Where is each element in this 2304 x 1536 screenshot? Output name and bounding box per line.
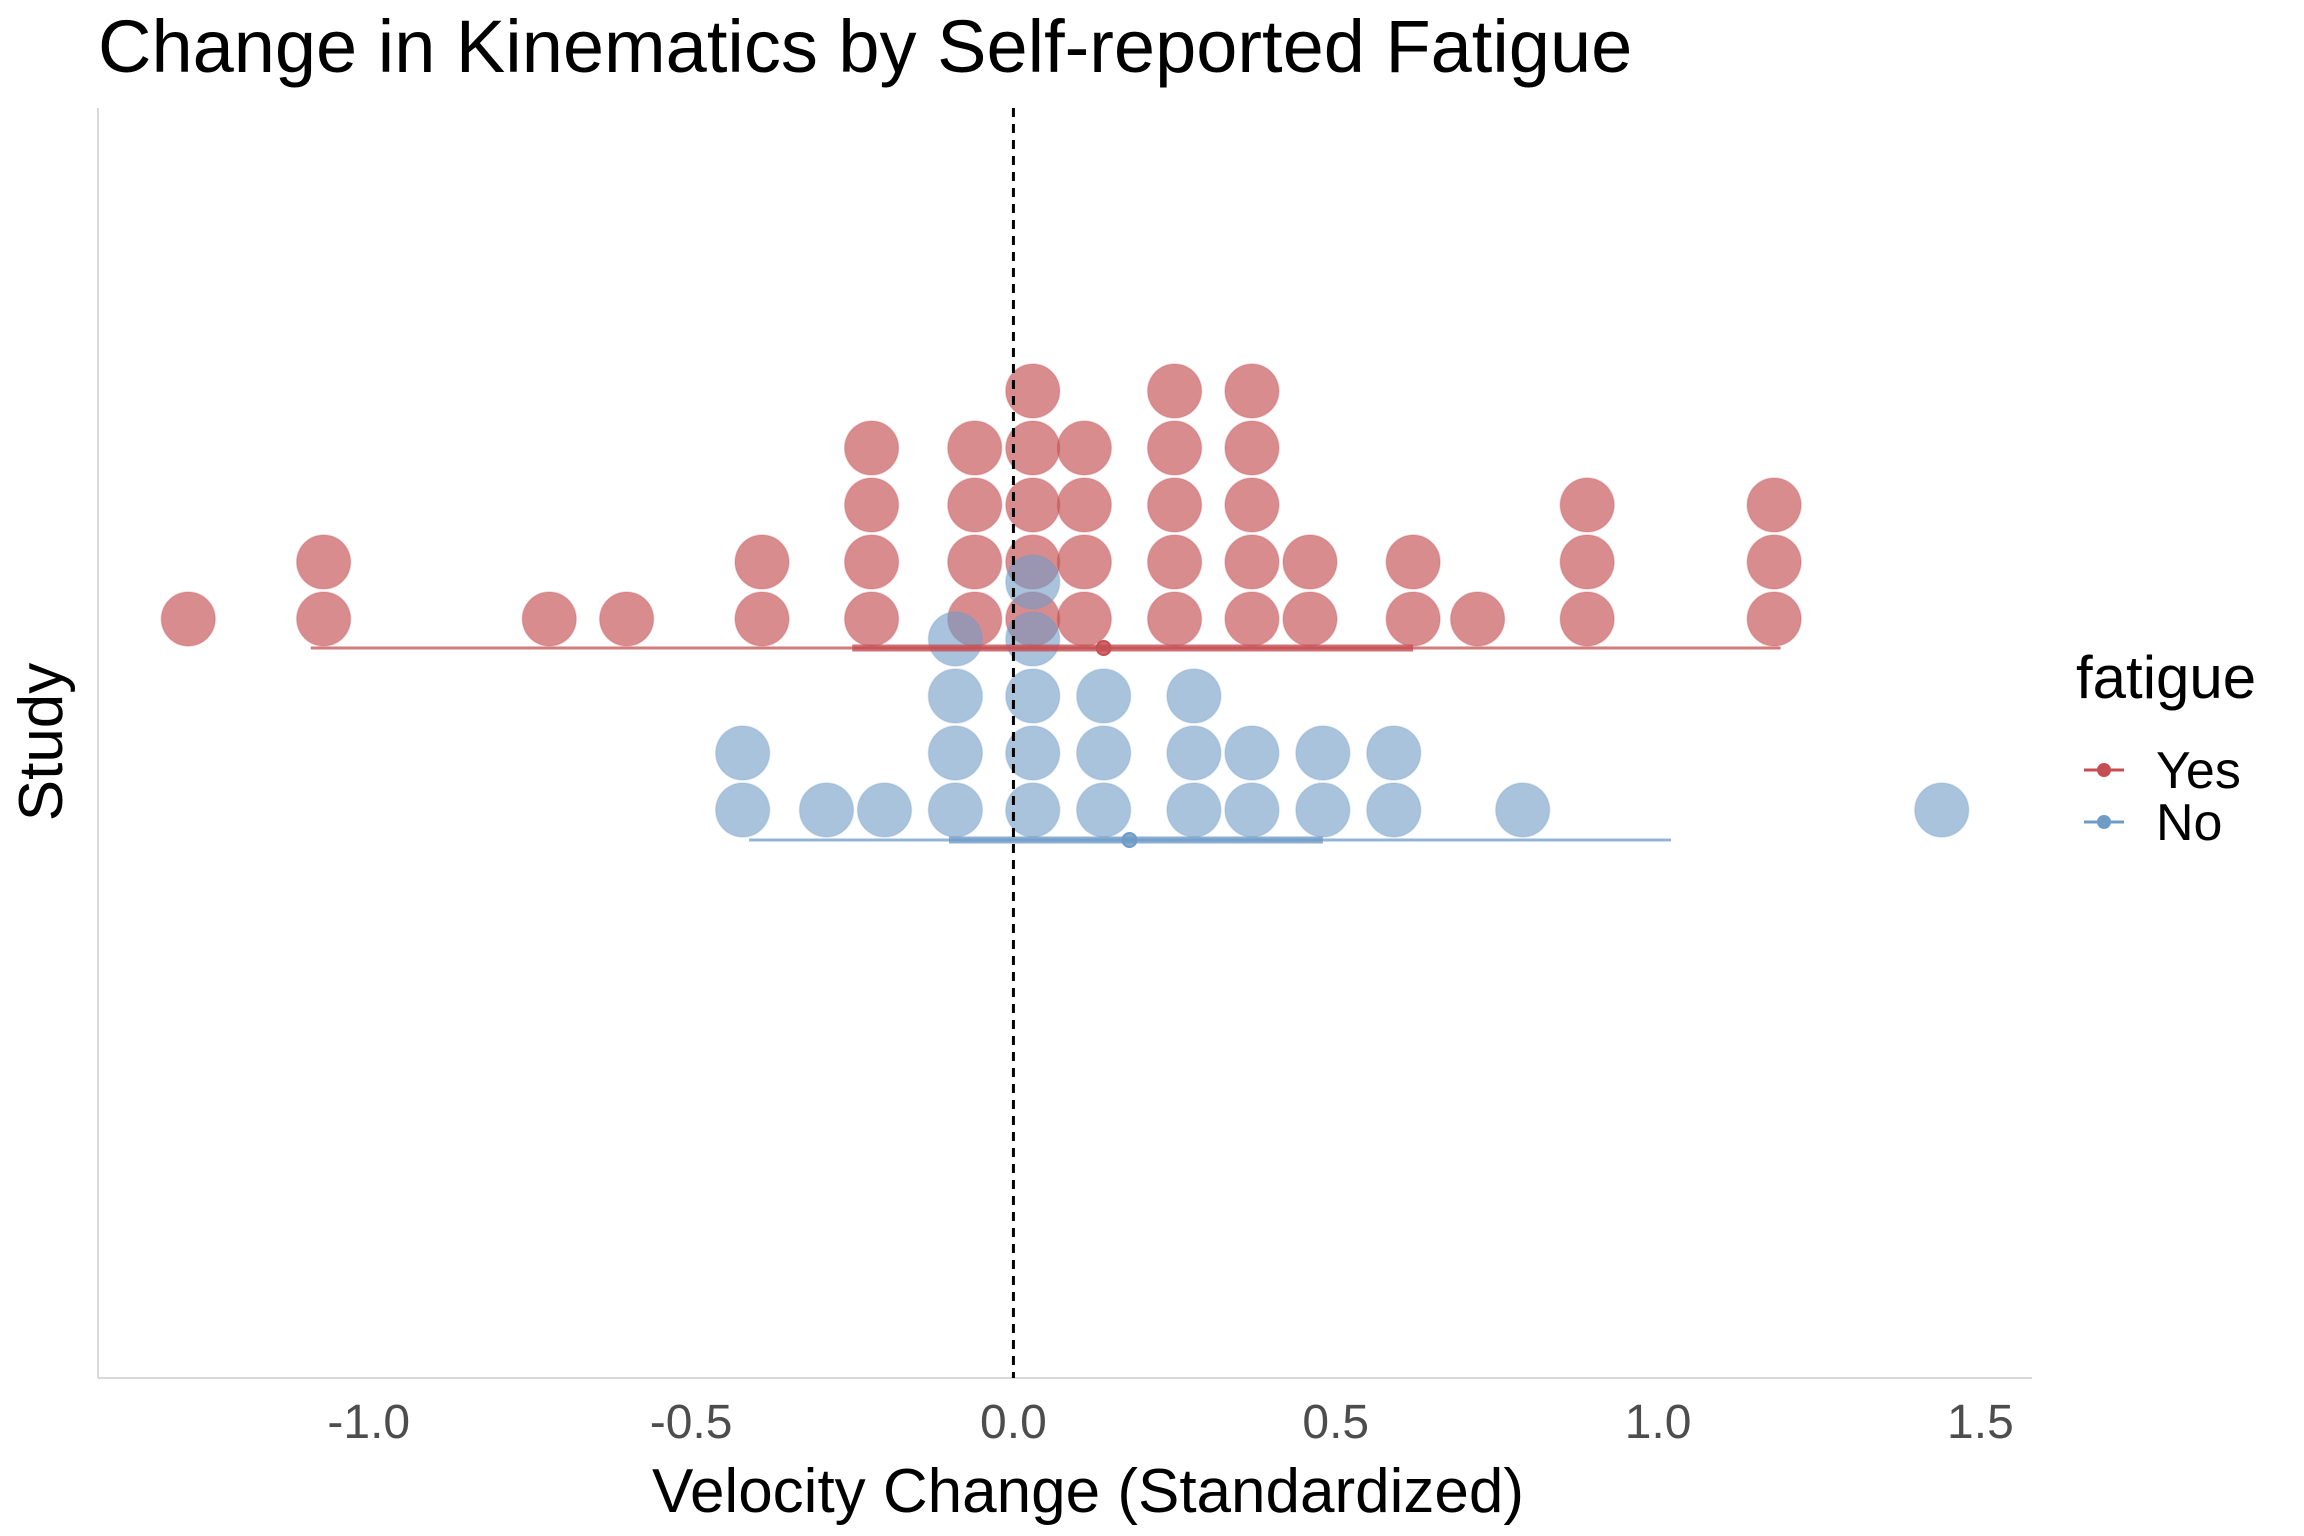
series-yes	[160, 363, 1802, 647]
dot	[927, 668, 984, 724]
dot	[1224, 534, 1280, 590]
x-tick-label: -1.0	[327, 1396, 410, 1449]
dot	[714, 725, 771, 781]
dot	[843, 591, 900, 647]
dot	[1746, 477, 1802, 533]
mean-point	[1095, 640, 1112, 656]
dot	[1075, 782, 1132, 838]
dot	[1224, 420, 1280, 476]
x-tick-label: 1.5	[1947, 1396, 2014, 1449]
chart-title: Change in Kinematics by Self-reported Fa…	[98, 5, 1632, 88]
dot	[734, 534, 790, 590]
legend-key-point	[2097, 763, 2111, 777]
dot	[927, 725, 984, 781]
interval-yes	[310, 640, 1781, 656]
dot	[843, 420, 900, 476]
dot	[927, 782, 984, 838]
dot	[1056, 420, 1113, 476]
dot	[1005, 725, 1061, 781]
dot	[1385, 591, 1441, 647]
dot	[1224, 782, 1280, 838]
dot	[714, 782, 771, 838]
dot	[1146, 591, 1203, 647]
dot	[843, 534, 900, 590]
x-tick-label: 1.0	[1625, 1396, 1692, 1449]
interval-no	[749, 832, 1671, 848]
dot	[1224, 591, 1280, 647]
dot	[843, 477, 900, 533]
x-tick-label: 0.5	[1302, 1396, 1369, 1449]
plot-panel: -1.0 -0.5 0.0 0.5 1.0 1.5	[97, 108, 2032, 1449]
dot	[798, 782, 855, 838]
dot	[734, 591, 790, 647]
x-tick-label: 0.0	[980, 1396, 1047, 1449]
dot	[1746, 534, 1802, 590]
dot	[1295, 782, 1351, 838]
dot	[1494, 782, 1551, 838]
dot	[1056, 591, 1113, 647]
dot	[1559, 534, 1615, 590]
dot	[1166, 782, 1222, 838]
dot	[1224, 725, 1280, 781]
dot	[1005, 668, 1061, 724]
dot	[1146, 477, 1203, 533]
dot	[1146, 363, 1203, 419]
dot	[1366, 782, 1422, 838]
dot	[1282, 534, 1338, 590]
dot	[946, 477, 1003, 533]
dot	[1075, 668, 1132, 724]
dot	[927, 611, 984, 667]
legend-label: Yes	[2156, 742, 2241, 800]
dot	[1559, 477, 1615, 533]
dot	[1056, 534, 1113, 590]
dot	[1005, 554, 1061, 610]
dot	[856, 782, 913, 838]
dot	[1005, 477, 1061, 533]
dot	[1146, 534, 1203, 590]
dot	[1224, 363, 1280, 419]
dot	[1559, 591, 1615, 647]
legend-label: No	[2156, 794, 2222, 852]
dot	[1385, 534, 1441, 590]
dot	[295, 591, 352, 647]
dot	[1056, 477, 1113, 533]
dot	[946, 534, 1003, 590]
dot	[295, 534, 352, 590]
dot	[1005, 611, 1061, 667]
dot	[1075, 725, 1132, 781]
legend-key-point	[2097, 815, 2111, 829]
x-axis-title: Velocity Change (Standardized)	[652, 1457, 1524, 1526]
dot	[1913, 782, 1970, 838]
dot	[160, 591, 217, 647]
dot	[1166, 725, 1222, 781]
dot	[1282, 591, 1338, 647]
dot	[1746, 591, 1802, 647]
series-no	[714, 554, 1970, 838]
x-tick-label: -0.5	[650, 1396, 733, 1449]
dot	[1224, 477, 1280, 533]
dot	[946, 420, 1003, 476]
dot	[598, 591, 655, 647]
dot	[1366, 725, 1422, 781]
dot	[1295, 725, 1351, 781]
mean-point	[1121, 832, 1138, 848]
dot	[1005, 363, 1061, 419]
dot	[1449, 591, 1506, 647]
dot	[1166, 668, 1222, 724]
dot	[1146, 420, 1203, 476]
legend-title: fatigue	[2076, 644, 2256, 711]
y-axis-title: Study	[7, 663, 76, 822]
dot	[521, 591, 578, 647]
